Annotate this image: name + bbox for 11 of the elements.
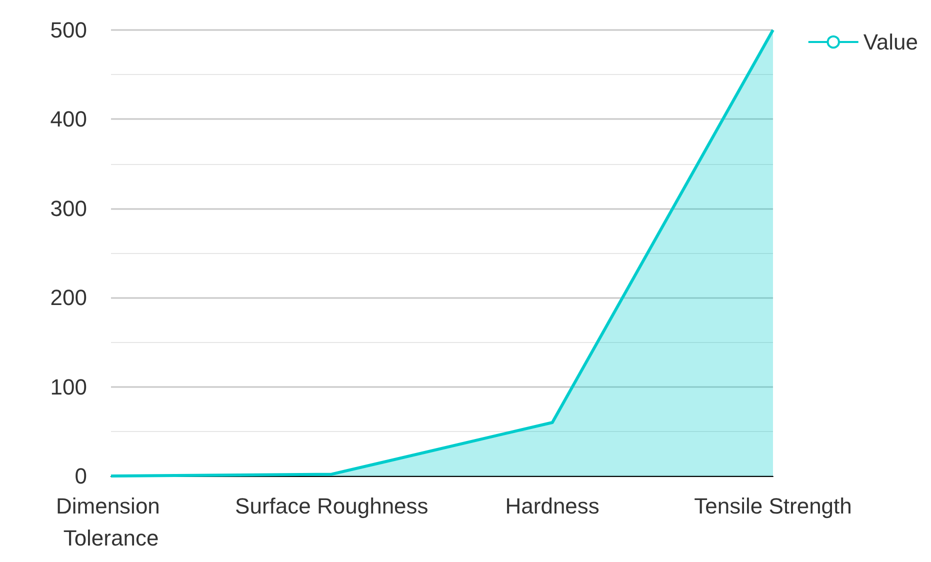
x-tick-label: Tensile Strength <box>694 494 852 518</box>
x-tick-label: Dimension Tolerance <box>56 494 166 550</box>
legend-label: Value <box>863 30 918 54</box>
y-tick-label: 300 <box>50 196 87 221</box>
y-tick-label: 100 <box>50 374 87 400</box>
x-tick-label: Surface Roughness <box>235 494 428 518</box>
x-tick-label: Hardness <box>505 494 600 518</box>
y-tick-label: 400 <box>50 106 87 132</box>
y-tick-label: 200 <box>50 285 87 310</box>
y-tick-label: 500 <box>50 18 87 42</box>
y-tick-label: 0 <box>74 464 87 488</box>
